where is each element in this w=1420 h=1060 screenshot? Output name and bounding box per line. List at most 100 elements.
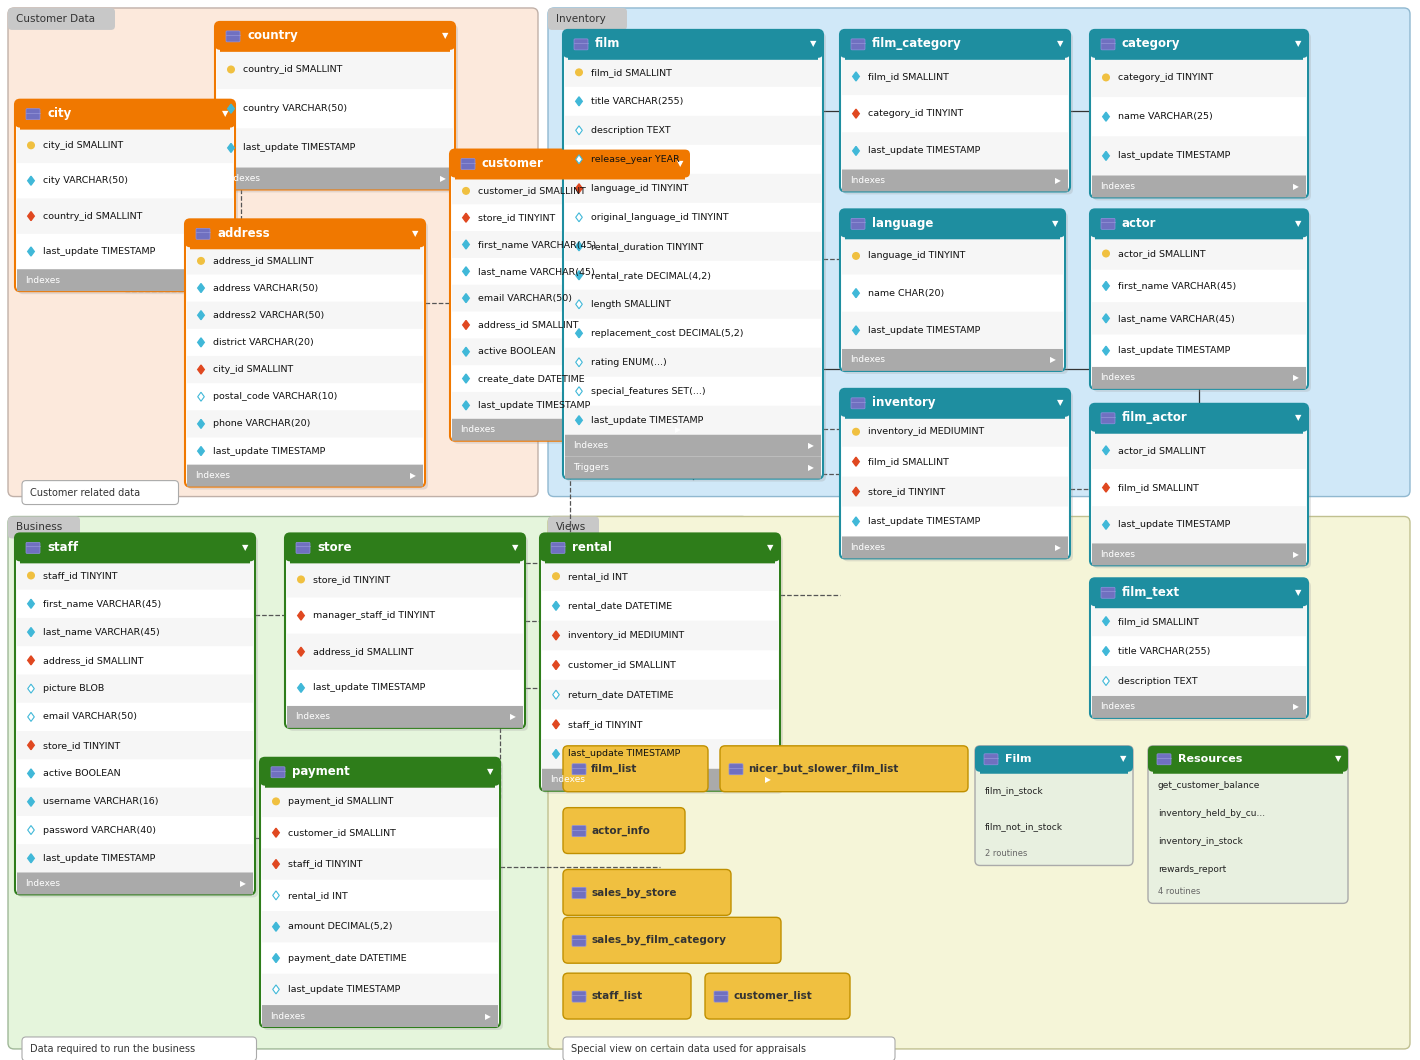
FancyBboxPatch shape (217, 50, 453, 89)
Text: first_name VARCHAR(45): first_name VARCHAR(45) (1118, 281, 1237, 290)
FancyBboxPatch shape (720, 746, 968, 792)
Text: Indexes: Indexes (1100, 550, 1135, 559)
Text: email VARCHAR(50): email VARCHAR(50) (479, 294, 572, 303)
Text: ▶: ▶ (510, 712, 515, 722)
Text: ▼: ▼ (442, 32, 449, 40)
FancyBboxPatch shape (1100, 412, 1115, 424)
FancyBboxPatch shape (271, 766, 285, 778)
FancyBboxPatch shape (565, 289, 821, 319)
FancyBboxPatch shape (187, 247, 423, 275)
FancyBboxPatch shape (542, 739, 778, 768)
Text: original_language_id TINYINT: original_language_id TINYINT (591, 213, 728, 222)
Text: ▼: ▼ (241, 543, 248, 552)
Text: city_id SMALLINT: city_id SMALLINT (213, 365, 294, 374)
Text: customer_id SMALLINT: customer_id SMALLINT (568, 660, 676, 670)
Polygon shape (575, 387, 582, 395)
Text: ▼: ▼ (1295, 413, 1301, 422)
FancyBboxPatch shape (452, 177, 689, 205)
Text: rental_date DATETIME: rental_date DATETIME (568, 601, 672, 611)
Polygon shape (197, 446, 204, 456)
Text: actor_id SMALLINT: actor_id SMALLINT (1118, 249, 1206, 258)
FancyBboxPatch shape (187, 410, 423, 438)
FancyBboxPatch shape (572, 887, 586, 899)
FancyBboxPatch shape (548, 516, 599, 538)
FancyBboxPatch shape (1093, 407, 1311, 568)
Text: address_id SMALLINT: address_id SMALLINT (312, 648, 413, 656)
Text: ▶: ▶ (1294, 550, 1299, 559)
Text: Inventory: Inventory (557, 14, 606, 24)
FancyBboxPatch shape (16, 100, 234, 292)
FancyBboxPatch shape (17, 198, 233, 234)
FancyBboxPatch shape (842, 170, 1068, 192)
FancyBboxPatch shape (1092, 606, 1306, 636)
FancyBboxPatch shape (187, 223, 427, 490)
FancyBboxPatch shape (545, 547, 775, 563)
Text: Indexes: Indexes (195, 471, 230, 480)
Text: Triggers: Triggers (574, 463, 609, 472)
Text: rewards_report: rewards_report (1157, 865, 1227, 873)
Polygon shape (28, 176, 34, 186)
FancyBboxPatch shape (851, 218, 865, 229)
FancyBboxPatch shape (452, 392, 689, 419)
Text: last_name VARCHAR(45): last_name VARCHAR(45) (1118, 314, 1235, 323)
Text: staff_id TINYINT: staff_id TINYINT (43, 571, 118, 580)
Polygon shape (575, 329, 582, 338)
FancyBboxPatch shape (548, 8, 628, 30)
FancyBboxPatch shape (976, 746, 1133, 865)
FancyBboxPatch shape (843, 392, 1074, 562)
Polygon shape (852, 288, 859, 298)
Text: postal_code VARCHAR(10): postal_code VARCHAR(10) (213, 392, 338, 402)
FancyBboxPatch shape (453, 153, 693, 444)
Text: ▶: ▶ (1294, 373, 1299, 383)
Text: ▼: ▼ (1120, 755, 1126, 763)
Polygon shape (197, 311, 204, 320)
Text: city: city (47, 107, 71, 120)
Polygon shape (1103, 676, 1109, 686)
Text: name CHAR(20): name CHAR(20) (868, 288, 944, 298)
FancyBboxPatch shape (704, 973, 851, 1019)
Text: 2 routines: 2 routines (985, 849, 1028, 858)
Polygon shape (463, 320, 469, 330)
Text: Indexes: Indexes (851, 355, 885, 365)
Text: first_name VARCHAR(45): first_name VARCHAR(45) (479, 240, 596, 249)
Text: film_id SMALLINT: film_id SMALLINT (868, 457, 949, 466)
Text: last_update TIMESTAMP: last_update TIMESTAMP (479, 401, 591, 410)
FancyBboxPatch shape (1091, 30, 1308, 197)
Text: payment_id SMALLINT: payment_id SMALLINT (288, 797, 393, 806)
FancyBboxPatch shape (21, 480, 179, 505)
FancyBboxPatch shape (542, 536, 782, 794)
FancyBboxPatch shape (20, 113, 230, 129)
FancyBboxPatch shape (452, 419, 689, 441)
FancyBboxPatch shape (845, 43, 1065, 59)
FancyBboxPatch shape (542, 562, 778, 591)
FancyBboxPatch shape (17, 788, 253, 816)
Polygon shape (463, 374, 469, 383)
FancyBboxPatch shape (196, 228, 210, 240)
FancyBboxPatch shape (1093, 581, 1311, 721)
Polygon shape (575, 126, 582, 135)
Polygon shape (28, 797, 34, 807)
FancyBboxPatch shape (542, 620, 778, 650)
Polygon shape (273, 954, 280, 962)
Polygon shape (463, 401, 469, 410)
Circle shape (227, 66, 234, 73)
Text: sales_by_store: sales_by_store (591, 887, 676, 898)
Text: last_update TIMESTAMP: last_update TIMESTAMP (868, 146, 980, 156)
Text: film_id SMALLINT: film_id SMALLINT (868, 72, 949, 81)
Text: ▼: ▼ (1052, 218, 1058, 228)
Text: picture BLOB: picture BLOB (43, 684, 104, 693)
Text: Resources: Resources (1179, 754, 1242, 764)
FancyBboxPatch shape (562, 808, 684, 853)
Text: ▶: ▶ (240, 879, 246, 888)
Polygon shape (1103, 314, 1109, 323)
Text: film_id SMALLINT: film_id SMALLINT (1118, 617, 1198, 625)
Text: last_update TIMESTAMP: last_update TIMESTAMP (1118, 347, 1230, 355)
Text: ▶: ▶ (440, 174, 446, 183)
Text: username VARCHAR(16): username VARCHAR(16) (43, 797, 159, 807)
Circle shape (197, 258, 204, 264)
FancyBboxPatch shape (1091, 579, 1308, 718)
Text: last_update TIMESTAMP: last_update TIMESTAMP (1118, 520, 1230, 529)
Text: title VARCHAR(255): title VARCHAR(255) (1118, 647, 1210, 655)
Polygon shape (273, 985, 280, 994)
FancyBboxPatch shape (9, 516, 748, 1049)
